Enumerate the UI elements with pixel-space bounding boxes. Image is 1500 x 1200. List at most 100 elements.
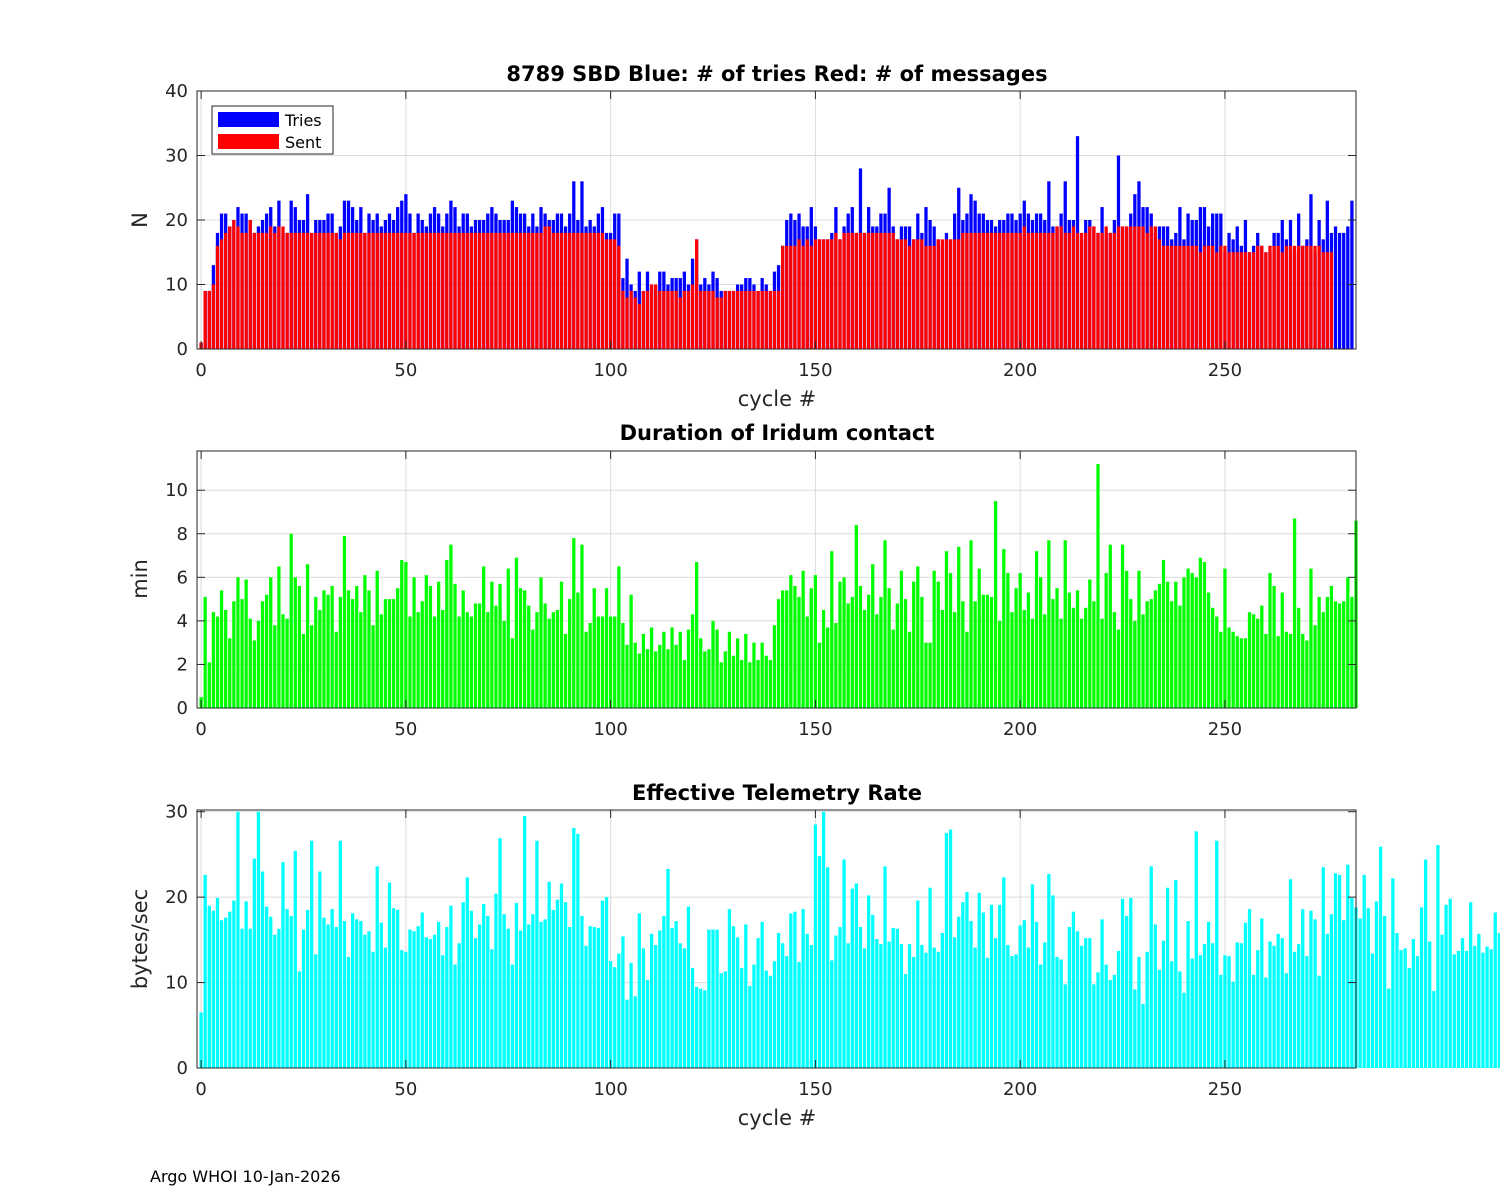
bar-sent	[1059, 226, 1063, 349]
bar-sent	[256, 232, 261, 349]
bar-duration	[318, 609, 322, 708]
bar-duration	[1305, 640, 1309, 708]
bar-sent	[924, 245, 928, 349]
bar-sent	[1206, 245, 1211, 349]
bar-sent	[1161, 245, 1166, 349]
bar-sent	[944, 239, 949, 349]
bar-sent	[1108, 232, 1112, 349]
bar-duration	[355, 586, 359, 708]
bar-sent	[453, 232, 457, 349]
bar-sent	[1116, 226, 1121, 349]
bar-rate	[867, 895, 871, 1068]
bar-rate	[350, 913, 355, 1068]
bar-duration	[1215, 616, 1219, 708]
bar-duration	[502, 620, 506, 708]
bar-duration	[514, 557, 519, 708]
bar-duration	[707, 649, 711, 708]
bar-duration	[649, 627, 654, 708]
axis-ticks: 0 50 100 150 200 250 0 10 20 30	[165, 802, 1356, 1100]
bar-rate	[1010, 956, 1014, 1068]
bar-rate	[224, 917, 228, 1068]
bar-duration	[600, 616, 605, 708]
bar-sent	[1010, 232, 1014, 349]
bar-sent	[838, 239, 842, 349]
bar-sent	[1325, 252, 1329, 349]
bar-rate	[1190, 958, 1194, 1068]
bar-rate	[670, 927, 674, 1068]
y-tick-label: 6	[177, 567, 188, 588]
bar-rate	[752, 964, 756, 1068]
bar-rate	[482, 903, 486, 1068]
bar-rate	[1059, 959, 1063, 1068]
bar-sent	[215, 245, 220, 349]
bar-rate	[1137, 956, 1141, 1068]
bar-duration	[215, 616, 220, 708]
bar-duration	[326, 594, 330, 708]
bar-duration	[1231, 631, 1235, 708]
bar-rate	[219, 920, 224, 1068]
bar-sent	[957, 239, 961, 349]
bar-duration	[932, 570, 936, 708]
bar-duration	[408, 616, 412, 708]
bar-sent	[981, 232, 985, 349]
bar-rate	[1309, 910, 1313, 1068]
bar-rate	[506, 928, 510, 1068]
bar-duration	[1313, 625, 1317, 708]
bar-sent	[1260, 245, 1264, 349]
bar-duration	[1292, 518, 1297, 708]
axes-frame	[196, 450, 1357, 709]
y-axis-label: bytes/sec	[128, 889, 152, 989]
bar-sent	[834, 232, 838, 349]
bar-duration	[867, 594, 871, 708]
bar-rate	[1432, 991, 1436, 1068]
bar-rate	[1284, 973, 1289, 1068]
bar-sent	[572, 232, 576, 349]
bar-rate	[830, 960, 834, 1068]
bar-sent	[645, 290, 650, 349]
bar-rate	[355, 919, 359, 1068]
bar-rate	[1440, 934, 1444, 1068]
bar-sent	[359, 232, 363, 349]
bar-duration	[1325, 596, 1329, 708]
bar-sent	[1125, 226, 1129, 349]
bar-sent	[830, 239, 834, 349]
bar-duration	[1268, 572, 1272, 708]
bar-rate	[1325, 933, 1329, 1068]
bar-duration	[1186, 568, 1190, 708]
bar-rate	[1170, 961, 1174, 1068]
legend-swatch-tries	[218, 112, 279, 127]
bar-sent	[518, 232, 523, 349]
bar-rate	[1395, 933, 1399, 1068]
bar-rate	[1456, 950, 1461, 1068]
bar-duration	[805, 616, 809, 708]
bar-rate	[305, 909, 310, 1068]
bar-rate	[1043, 942, 1047, 1068]
bar-rate	[629, 962, 633, 1068]
bar-sent	[1157, 239, 1162, 349]
bar-duration	[572, 538, 576, 708]
bar-rate	[1489, 949, 1493, 1068]
bar-sent	[326, 232, 330, 349]
bar-duration	[989, 596, 994, 708]
bar-rate	[916, 900, 920, 1068]
bar-duration	[666, 649, 670, 708]
bar-duration	[637, 653, 641, 708]
bar-duration	[535, 612, 539, 708]
bar-duration	[1272, 586, 1276, 708]
series-duration	[199, 464, 1358, 708]
bar-rate	[871, 915, 875, 1068]
bar-duration	[772, 625, 777, 708]
bar-rate	[637, 913, 641, 1068]
bar-sent	[1030, 232, 1035, 349]
bar-duration	[838, 581, 842, 708]
bar-rate	[1215, 840, 1219, 1068]
bar-sent	[1280, 252, 1284, 349]
bar-rate	[1223, 955, 1227, 1068]
bar-rate	[682, 948, 686, 1068]
bar-duration	[1297, 607, 1301, 708]
bar-rate	[416, 926, 420, 1068]
bar-sent	[408, 232, 412, 349]
bar-rate	[248, 928, 252, 1068]
bar-sent	[514, 232, 519, 349]
bar-rate	[1288, 879, 1293, 1068]
